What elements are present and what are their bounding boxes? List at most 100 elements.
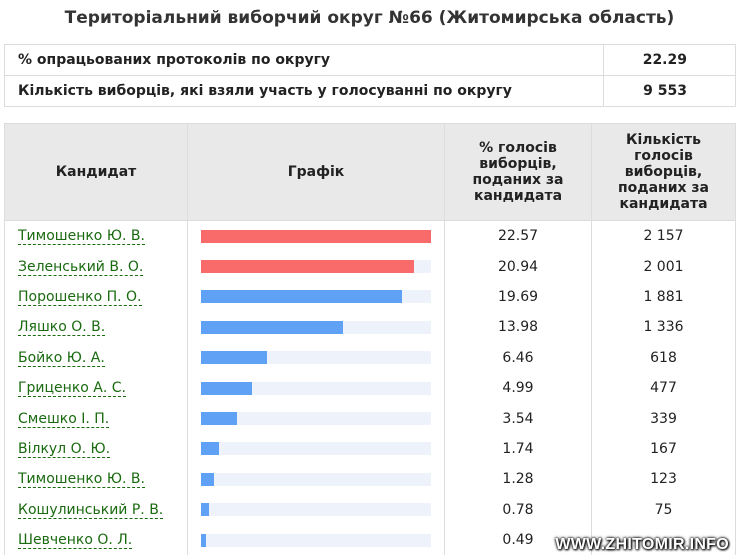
percent-cell: 20.94: [444, 251, 592, 282]
votes-cell: 167: [591, 433, 736, 465]
candidate-cell: Тимошенко Ю. В.: [4, 220, 188, 252]
vote-bar: [201, 503, 209, 517]
summary-table: % опрацьованих протоколів по округу 22.2…: [4, 44, 736, 107]
percent-cell: 6.46: [444, 342, 592, 373]
chart-cell: [187, 494, 445, 525]
vote-bar: [201, 533, 206, 547]
percent-cell: 13.98: [444, 312, 592, 343]
vote-bar: [201, 472, 214, 486]
summary-value: 22.29: [603, 44, 736, 76]
vote-bar: [201, 381, 252, 395]
results-body: Тимошенко Ю. В. 22.57 2 157 Зеленський В. О…: [4, 220, 736, 556]
candidate-cell: Бойко Ю. А.: [4, 342, 188, 373]
candidate-link[interactable]: Зеленський В. О.: [18, 258, 144, 276]
chart-cell: [187, 372, 445, 404]
votes-cell: 2 001: [591, 251, 736, 282]
table-row: Шевченко О. Л. 0.49: [4, 524, 736, 556]
chart-cell: [187, 342, 445, 373]
candidate-link[interactable]: Смешко І. П.: [18, 410, 110, 428]
table-row: Кошулинський Р. В. 0.78 75: [4, 494, 736, 525]
candidate-cell: Порошенко П. О.: [4, 281, 188, 313]
chart-cell: [187, 464, 445, 495]
candidate-link[interactable]: Ляшко О. В.: [18, 319, 106, 337]
table-row: Вілкул О. Ю. 1.74 167: [4, 433, 736, 465]
chart-cell: [187, 403, 445, 434]
table-row: Зеленський В. О. 20.94 2 001: [4, 251, 736, 282]
bar-track: [201, 442, 431, 456]
chart-cell: [187, 251, 445, 282]
table-row: Гриценко А. С. 4.99 477: [4, 372, 736, 404]
header-chart: Графік: [187, 123, 445, 221]
candidate-link[interactable]: Шевченко О. Л.: [18, 532, 133, 550]
candidate-cell: Кошулинський Р. В.: [4, 494, 188, 525]
candidate-cell: Ляшко О. В.: [4, 312, 188, 343]
header-count: Кількість голосів виборців, поданих за к…: [591, 123, 736, 221]
vote-bar: [201, 320, 343, 334]
vote-bar: [201, 412, 237, 426]
candidate-link[interactable]: Гриценко А. С.: [18, 380, 126, 398]
candidate-link[interactable]: Порошенко П. О.: [18, 288, 142, 306]
vote-bar: [201, 260, 414, 274]
summary-value: 9 553: [603, 75, 736, 107]
bar-track: [201, 351, 431, 365]
candidate-cell: Гриценко А. С.: [4, 372, 188, 404]
bar-track: [201, 503, 431, 517]
vote-bar: [201, 442, 219, 456]
table-row: Порошенко П. О. 19.69 1 881: [4, 281, 736, 313]
candidate-link[interactable]: Тимошенко Ю. В.: [18, 228, 145, 246]
table-row: Смешко І. П. 3.54 339: [4, 403, 736, 434]
table-row: Ляшко О. В. 13.98 1 336: [4, 312, 736, 343]
summary-row: % опрацьованих протоколів по округу 22.2…: [4, 44, 736, 76]
vote-bar: [201, 229, 431, 243]
percent-cell: 4.99: [444, 372, 592, 404]
votes-cell: 1 881: [591, 281, 736, 313]
votes-cell: [591, 524, 736, 556]
chart-cell: [187, 524, 445, 556]
votes-cell: 123: [591, 464, 736, 495]
percent-cell: 0.78: [444, 494, 592, 525]
candidate-cell: Шевченко О. Л.: [4, 524, 188, 556]
results-table: Кандидат Графік % голосів виборців, пода…: [4, 123, 736, 556]
candidate-cell: Тимошенко Ю. В.: [4, 464, 188, 495]
percent-cell: 22.57: [444, 220, 592, 252]
summary-row: Кількість виборців, які взяли участь у г…: [4, 75, 736, 107]
page-title: Територіальний виборчий округ №66 (Житом…: [64, 8, 675, 28]
candidate-link[interactable]: Кошулинський Р. В.: [18, 501, 164, 519]
candidate-link[interactable]: Бойко Ю. А.: [18, 349, 105, 367]
candidate-cell: Зеленський В. О.: [4, 251, 188, 282]
votes-cell: 477: [591, 372, 736, 404]
chart-cell: [187, 312, 445, 343]
header-candidate: Кандидат: [4, 123, 188, 221]
bar-track: [201, 412, 431, 426]
header-row: Кандидат Графік % голосів виборців, пода…: [4, 123, 736, 221]
vote-bar: [201, 351, 267, 365]
percent-cell: 19.69: [444, 281, 592, 313]
percent-cell: 1.28: [444, 464, 592, 495]
bar-track: [201, 472, 431, 486]
bar-track: [201, 229, 431, 243]
chart-cell: [187, 281, 445, 313]
bar-track: [201, 260, 431, 274]
votes-cell: 339: [591, 403, 736, 434]
candidate-cell: Вілкул О. Ю.: [4, 433, 188, 465]
percent-cell: 3.54: [444, 403, 592, 434]
vote-bar: [201, 290, 402, 304]
table-row: Тимошенко Ю. В. 22.57 2 157: [4, 220, 736, 252]
summary-label: Кількість виборців, які взяли участь у г…: [4, 75, 604, 107]
candidate-link[interactable]: Вілкул О. Ю.: [18, 440, 111, 458]
header-percent: % голосів виборців, поданих за кандидата: [444, 123, 592, 221]
summary-label: % опрацьованих протоколів по округу: [4, 44, 604, 76]
votes-cell: 2 157: [591, 220, 736, 252]
site-watermark: WWW.ZHITOMIR.INFO: [555, 536, 729, 553]
table-row: Бойко Ю. А. 6.46 618: [4, 342, 736, 373]
votes-cell: 75: [591, 494, 736, 525]
candidate-cell: Смешко І. П.: [4, 403, 188, 434]
chart-cell: [187, 433, 445, 465]
bar-track: [201, 381, 431, 395]
votes-cell: 618: [591, 342, 736, 373]
candidate-link[interactable]: Тимошенко Ю. В.: [18, 471, 145, 489]
bar-track: [201, 533, 431, 547]
bar-track: [201, 290, 431, 304]
table-row: Тимошенко Ю. В. 1.28 123: [4, 464, 736, 495]
bar-track: [201, 320, 431, 334]
